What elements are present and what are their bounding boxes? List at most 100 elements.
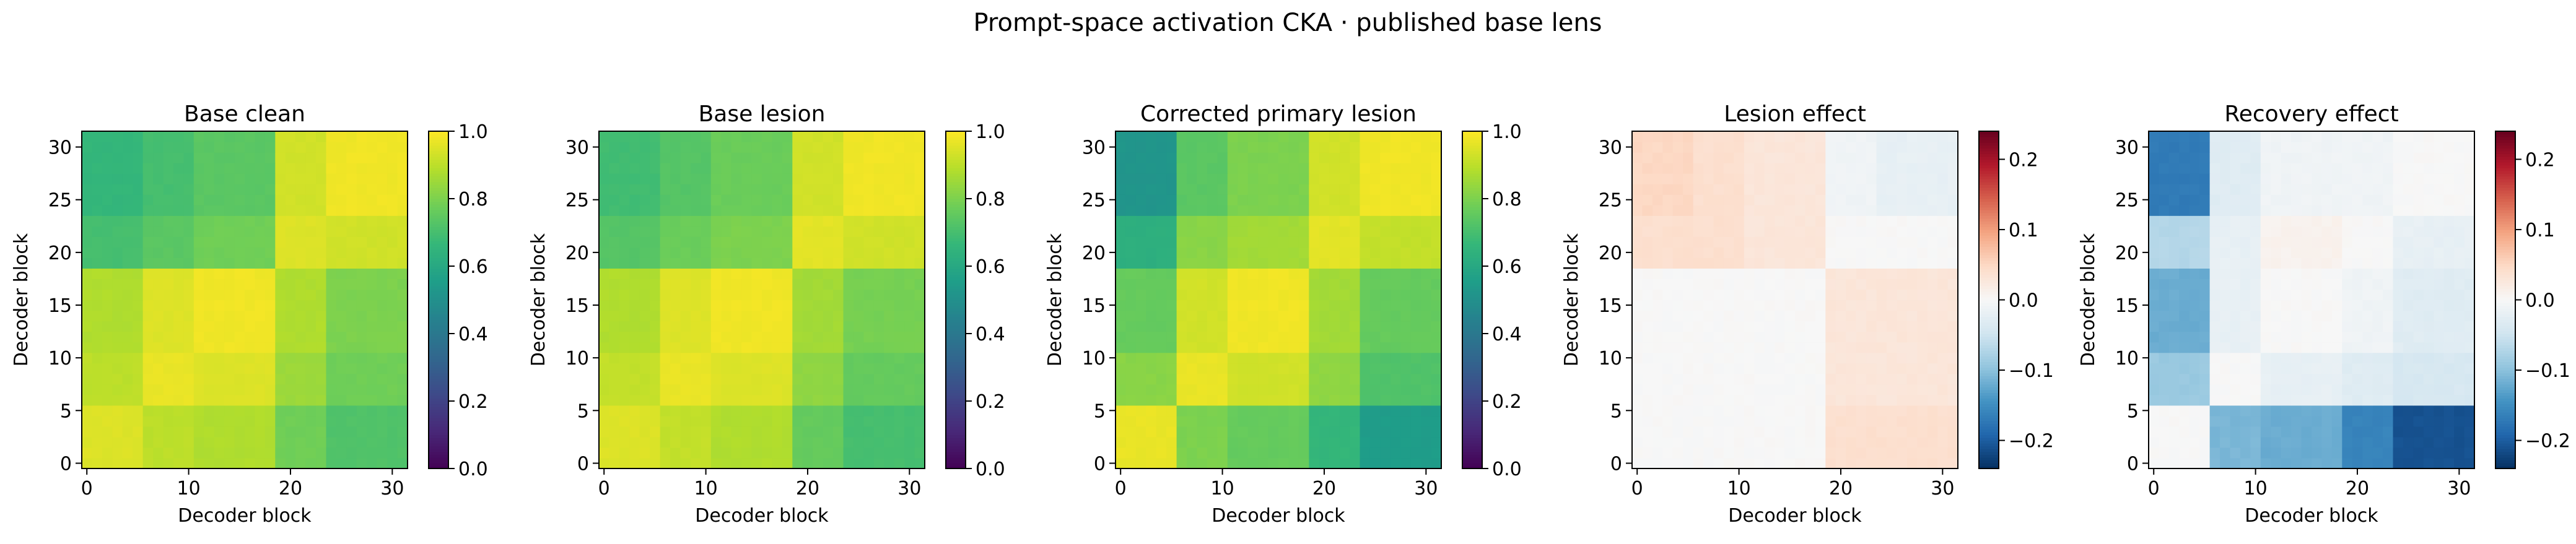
heatmap-cell [884,363,895,374]
heatmap-cell [1927,310,1938,322]
heatmap-cell [1238,131,1249,142]
heatmap-cell [2403,384,2414,395]
heatmap-cell [701,131,712,142]
heatmap-cell [1187,405,1198,417]
heatmap-cell [843,215,854,227]
heatmap-cell [397,184,408,195]
heatmap-cell [234,247,245,258]
heatmap-cell [1176,342,1187,353]
heatmap-cell [1734,131,1745,142]
heatmap-cell [224,142,235,153]
heatmap-cell [1632,268,1643,280]
heatmap-cell [1775,300,1786,311]
colorbar-segment [1462,339,1482,343]
heatmap-cell [1217,268,1228,280]
heatmap-cell [701,142,712,153]
heatmap-cell [639,247,650,258]
heatmap-cell [1125,278,1137,290]
colorbar-segment [946,308,966,312]
colorbar-segment [1979,218,1999,222]
heatmap-cell [1258,426,1269,438]
heatmap-cell [1146,373,1157,385]
heatmap-cell [751,257,762,269]
heatmap-cell [1866,173,1877,184]
heatmap-cell [710,363,722,374]
heatmap-cell [1258,363,1269,374]
heatmap-cell [1642,457,1653,469]
heatmap-cell [1238,331,1249,343]
heatmap-cell [264,426,276,438]
heatmap-cell [102,236,113,248]
heatmap-cell [1815,268,1826,280]
heatmap-cell [142,352,154,364]
heatmap-cell [264,278,276,290]
heatmap-cell [356,173,367,184]
heatmap-cell [1207,352,1218,364]
heatmap-cell [1360,321,1371,332]
y-tick-label: 15 [1082,295,1106,317]
heatmap-cell [772,215,783,227]
heatmap-cell [721,394,732,406]
heatmap-cell [1876,415,1887,427]
heatmap-cell [1866,415,1877,427]
heatmap-cell [193,300,204,311]
heatmap-cell [397,257,408,269]
heatmap-cell [639,278,650,290]
heatmap-cell [1693,426,1704,438]
heatmap-cell [133,321,144,332]
colorbar-segment [1979,150,1999,154]
heatmap-cell [772,331,783,343]
heatmap-cell [1135,226,1146,237]
heatmap-cell [721,436,732,448]
heatmap-cell [1693,215,1704,227]
heatmap-cell [792,342,803,353]
heatmap-cell [102,331,113,343]
heatmap-cell [853,426,864,438]
colorbar-segment [946,263,966,267]
heatmap-cell [163,184,174,195]
heatmap-cell [1187,426,1198,438]
heatmap-cell [843,352,854,364]
heatmap-cell [1156,184,1167,195]
heatmap-cell [234,415,245,427]
heatmap-cell [245,215,256,227]
heatmap-cell [863,331,875,343]
heatmap-cell [884,226,895,237]
heatmap-cell [133,352,144,364]
heatmap-cell [1642,205,1653,216]
heatmap-cell [1886,352,1897,364]
heatmap-cell [336,173,347,184]
heatmap-cell [1662,131,1674,142]
heatmap-cell [599,457,610,469]
heatmap-cell [204,131,215,142]
heatmap-cell [295,142,307,153]
colorbar-segment [429,192,448,197]
heatmap-cell [1703,142,1714,153]
heatmap-cell [1360,373,1371,385]
heatmap-cell [751,205,762,216]
heatmap-cell [397,457,408,469]
colorbar-segment [1462,347,1482,351]
heatmap-cell [1897,321,1908,332]
heatmap-cell [1775,152,1786,163]
heatmap-cell [92,236,103,248]
heatmap-cell [1187,215,1198,227]
heatmap-cell [1775,163,1786,174]
heatmap-cell [204,173,215,184]
y-tick-label: 20 [48,243,72,264]
colorbar-segment [429,277,448,281]
heatmap-cell [1652,331,1663,343]
heatmap-cell [1156,300,1167,311]
colorbar-segment [946,131,966,135]
heatmap-cell [1197,257,1208,269]
heatmap-cell [619,205,630,216]
heatmap-cell [234,363,245,374]
colorbar-segment [946,192,966,197]
heatmap-cell [2443,426,2455,438]
heatmap-cell [1805,405,1816,417]
heatmap-cell [609,289,620,301]
colorbar-segment [429,272,448,275]
heatmap-cell [833,257,844,269]
heatmap-cell [813,236,824,248]
y-tick-label: 20 [1082,243,1106,264]
